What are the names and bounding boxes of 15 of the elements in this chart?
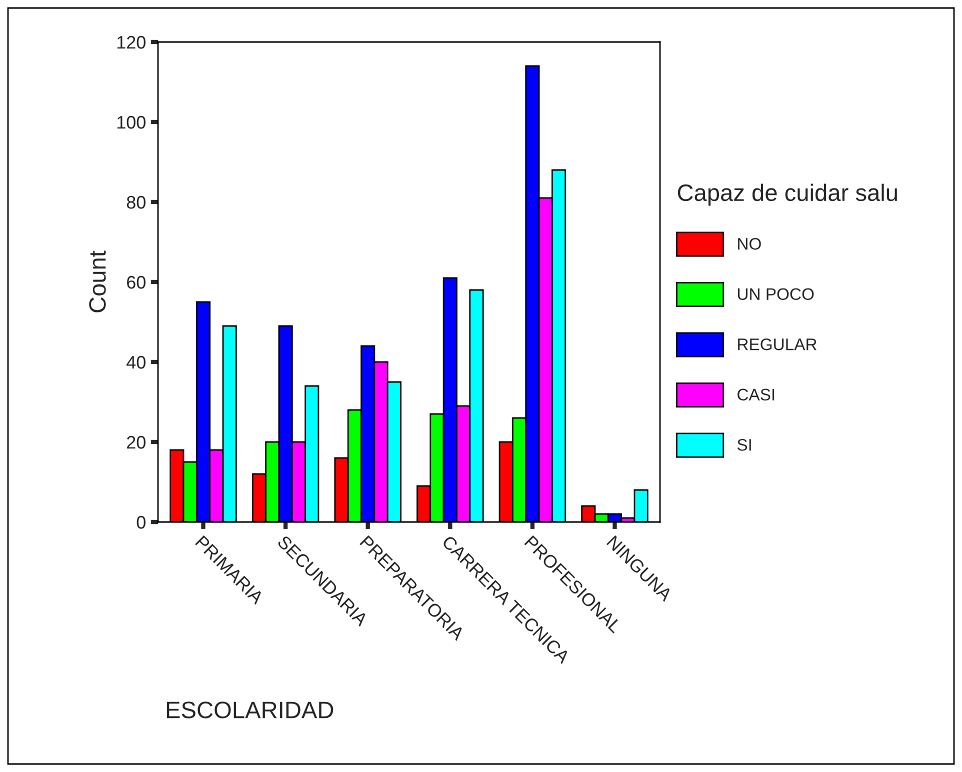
x-axis-title: ESCOLARIDAD [166,702,334,718]
y-tick-label: 0 [136,516,146,529]
legend-label: NO [738,238,761,250]
legend-label: SI [737,438,751,451]
y-tick-label: 40 [126,356,146,369]
legend-label: CASI [738,388,774,401]
legend-label: UN POCO [738,288,814,300]
legend-label: REGULAR [738,338,817,350]
y-axis-title: Count [89,250,106,312]
y-tick-label: 20 [127,436,146,449]
y-tick-label: 80 [126,196,146,209]
y-tick-label: 100 [117,116,146,129]
legend-title: Capaz de cuidar salu [678,184,897,206]
y-tick-label: 120 [117,36,146,49]
y-tick-label: 60 [127,276,146,289]
